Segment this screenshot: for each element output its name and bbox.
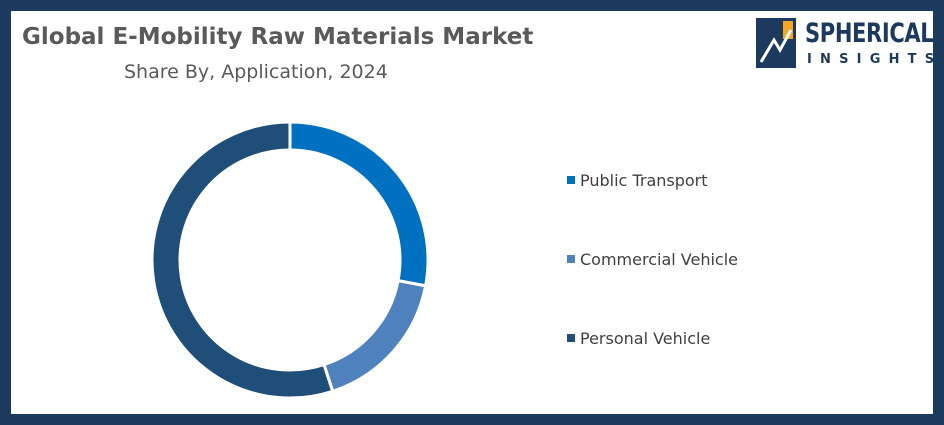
slice-commercial-vehicle xyxy=(322,278,428,394)
legend-swatch-icon xyxy=(567,255,575,263)
legend-item-personal-vehicle: Personal Vehicle xyxy=(567,328,710,348)
spherical-insights-logo: SPHERICAL INSIGHTS xyxy=(756,18,934,70)
logo-wordmark: SPHERICAL xyxy=(805,18,934,49)
logo-mark-icon xyxy=(756,18,796,68)
slice-personal-vehicle xyxy=(150,120,335,400)
legend-label: Personal Vehicle xyxy=(580,328,711,348)
legend-swatch-icon xyxy=(567,176,575,184)
legend-swatch-icon xyxy=(567,334,575,342)
legend-label: Public Transport xyxy=(580,170,708,190)
legend-item-public-transport: Public Transport xyxy=(567,170,708,190)
logo-tagline: INSIGHTS xyxy=(807,52,943,67)
legend-label: Commercial Vehicle xyxy=(580,249,738,269)
legend-item-commercial-vehicle: Commercial Vehicle xyxy=(567,249,738,269)
chart-title: Global E-Mobility Raw Materials Market xyxy=(22,24,534,50)
slice-public-transport xyxy=(288,120,430,288)
chart-subtitle: Share By, Application, 2024 xyxy=(124,61,388,83)
